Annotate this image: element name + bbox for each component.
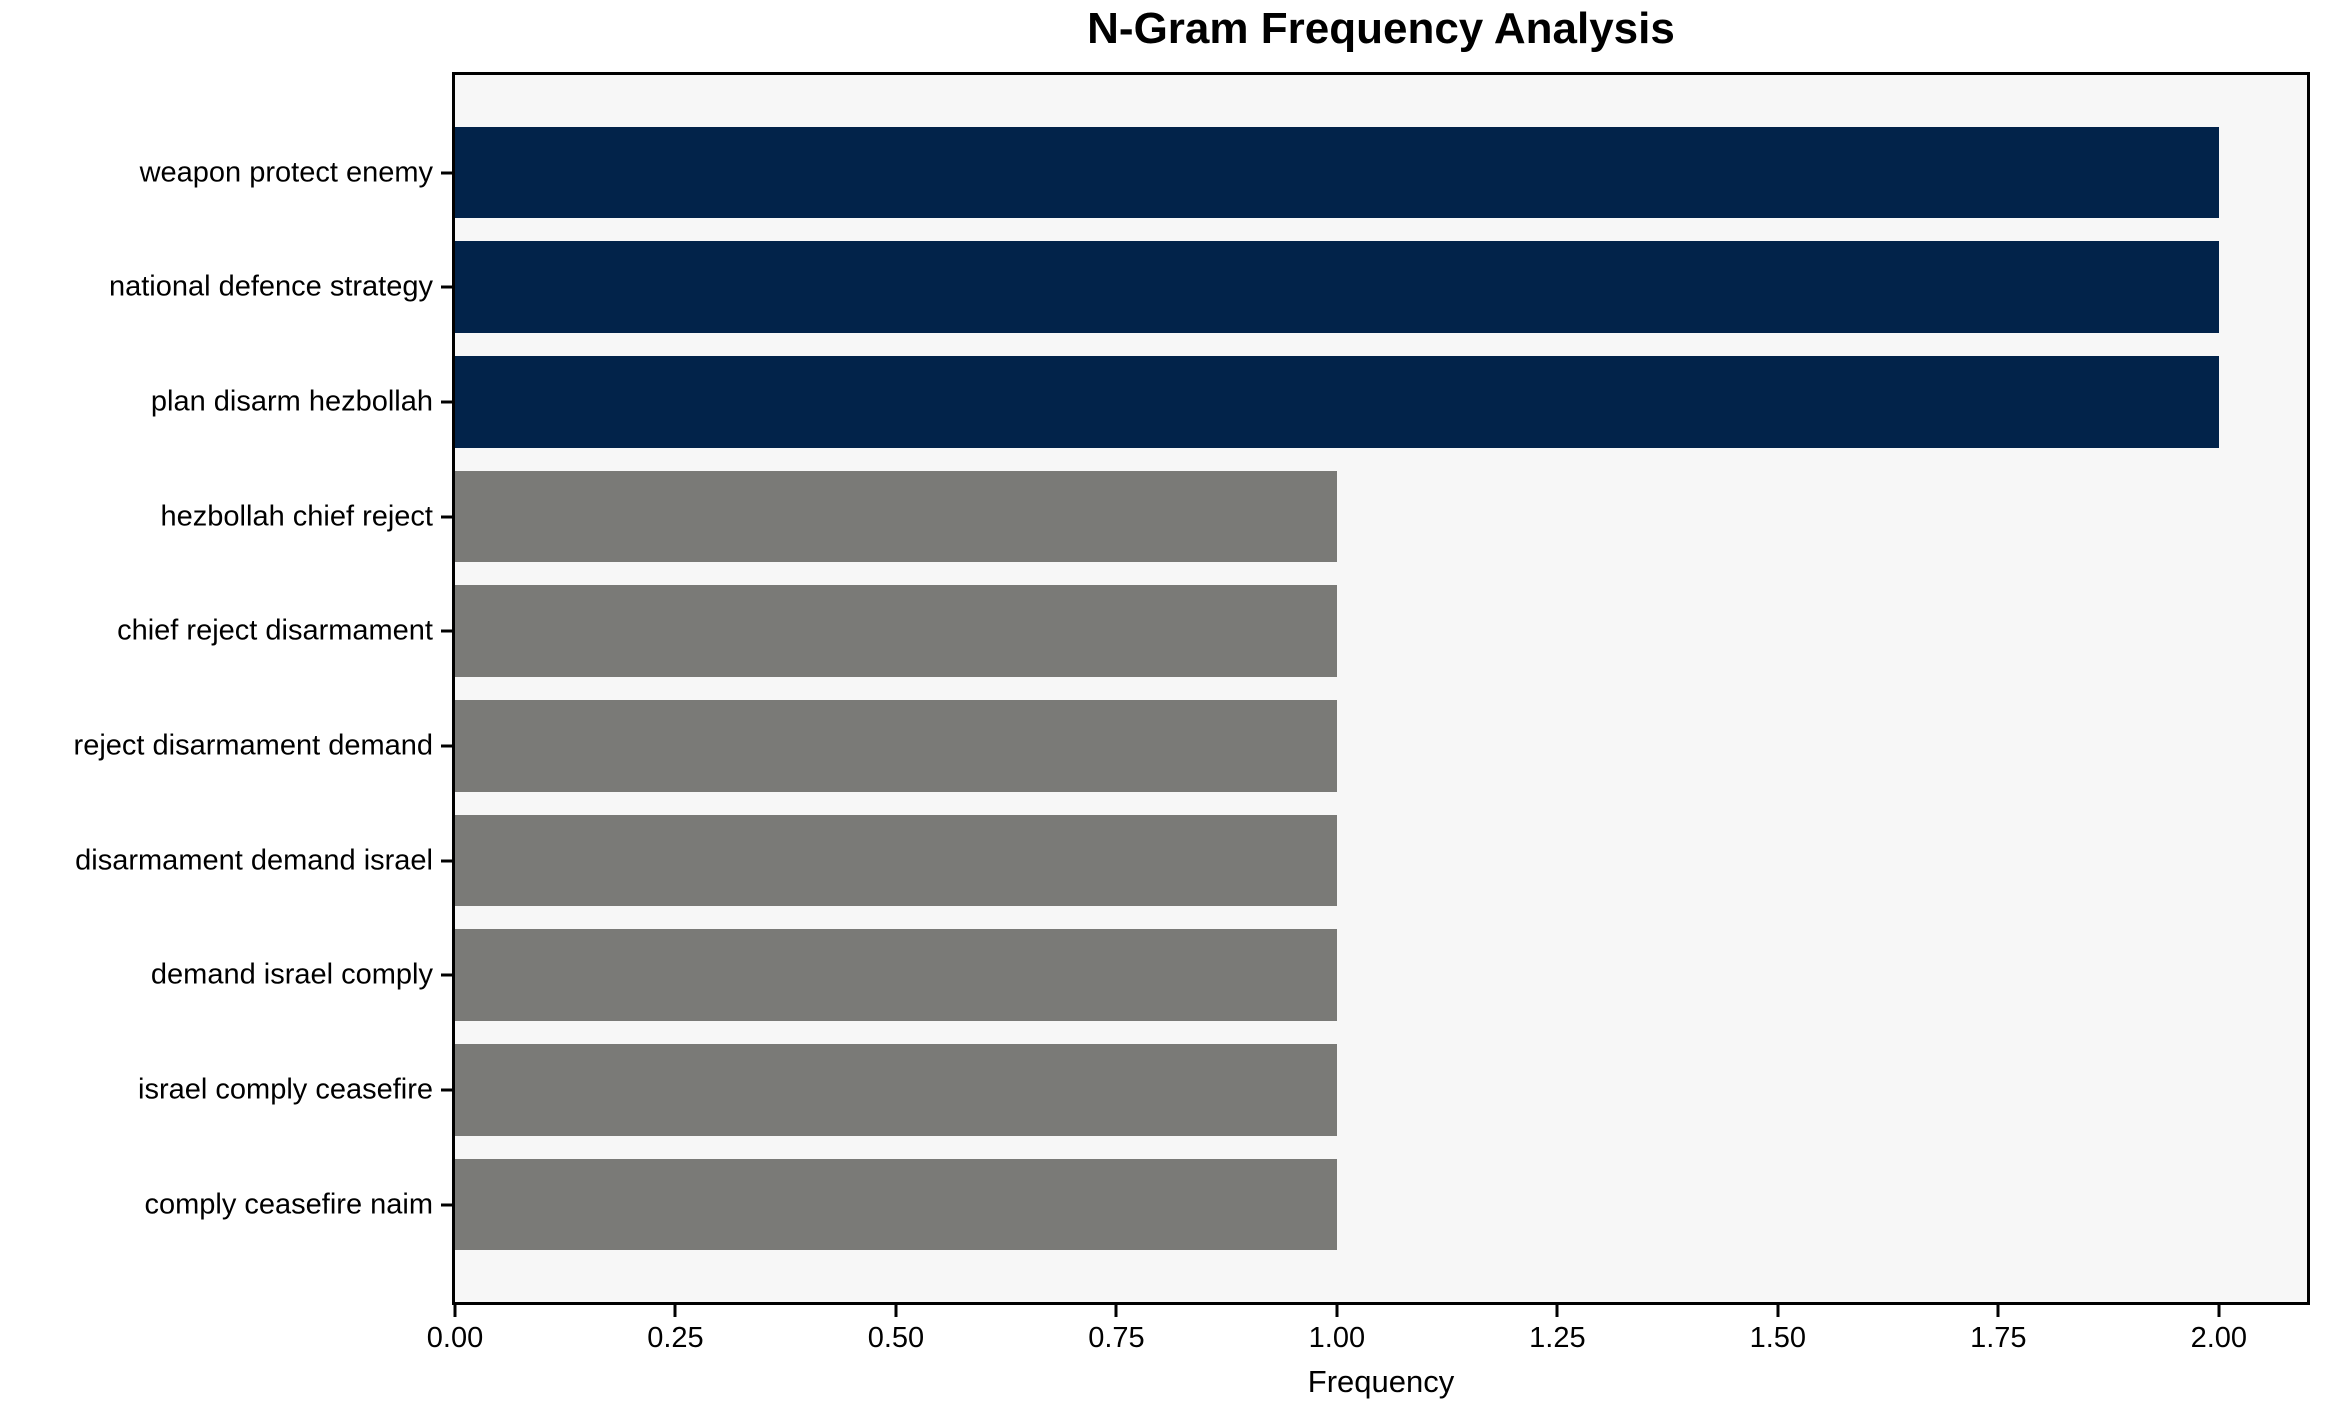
y-tick-mark xyxy=(441,515,452,518)
bar xyxy=(455,814,1337,907)
bar xyxy=(455,929,1337,1022)
y-tick-label: demand israel comply xyxy=(150,958,433,991)
x-tick-label: 2.00 xyxy=(2190,1322,2248,1354)
y-tick-mark xyxy=(441,1088,452,1092)
x-tick-label: 1.75 xyxy=(1970,1322,2027,1354)
x-tick-label: 1.25 xyxy=(1529,1322,1586,1354)
y-tick-mark xyxy=(441,1203,452,1206)
bar xyxy=(455,241,2219,334)
x-tick-mark xyxy=(1776,1305,1780,1317)
y-tick-mark xyxy=(441,171,452,174)
x-tick-label: 1.50 xyxy=(1749,1322,1807,1354)
y-tick-label: weapon protect enemy xyxy=(139,156,433,188)
bar xyxy=(455,1158,1337,1251)
x-tick-label: 0.50 xyxy=(867,1322,925,1354)
y-tick-mark xyxy=(441,973,452,977)
x-tick-label: 0.00 xyxy=(426,1322,484,1354)
x-tick-mark xyxy=(1555,1305,1559,1317)
bar xyxy=(455,470,1337,563)
y-tick-mark xyxy=(441,629,452,633)
bar xyxy=(455,1043,1337,1136)
x-tick-mark xyxy=(2217,1305,2221,1317)
y-tick-mark xyxy=(441,859,452,862)
x-tick-mark xyxy=(673,1305,677,1317)
x-tick-label: 0.25 xyxy=(647,1322,704,1354)
bar xyxy=(455,355,2219,448)
y-tick-label: israel comply ceasefire xyxy=(138,1073,433,1106)
x-axis-title: Frequency xyxy=(1307,1364,1455,1399)
y-tick-mark xyxy=(441,744,452,748)
x-tick-mark xyxy=(1114,1305,1118,1317)
y-tick-label: national defence strategy xyxy=(108,270,433,303)
y-tick-label: chief reject disarmament xyxy=(117,614,433,647)
y-tick-mark xyxy=(441,400,452,404)
y-tick-label: plan disarm hezbollah xyxy=(150,385,433,418)
chart-title: N-Gram Frequency Analysis xyxy=(1087,4,1675,53)
bar xyxy=(455,126,2219,219)
x-tick-label: 0.75 xyxy=(1088,1322,1145,1354)
plot-area xyxy=(452,72,2310,1305)
x-tick-mark xyxy=(894,1305,898,1317)
y-tick-label: reject disarmament demand xyxy=(73,729,433,762)
y-tick-label: comply ceasefire naim xyxy=(144,1188,434,1220)
x-tick-mark xyxy=(1335,1305,1339,1317)
y-tick-mark xyxy=(441,285,452,289)
x-tick-mark xyxy=(453,1305,457,1317)
bar xyxy=(455,585,1337,678)
y-tick-label: hezbollah chief reject xyxy=(160,500,433,532)
x-tick-mark xyxy=(1996,1305,2000,1317)
bar xyxy=(455,699,1337,792)
x-tick-label: 1.00 xyxy=(1308,1322,1366,1354)
y-tick-label: disarmament demand israel xyxy=(75,844,433,876)
